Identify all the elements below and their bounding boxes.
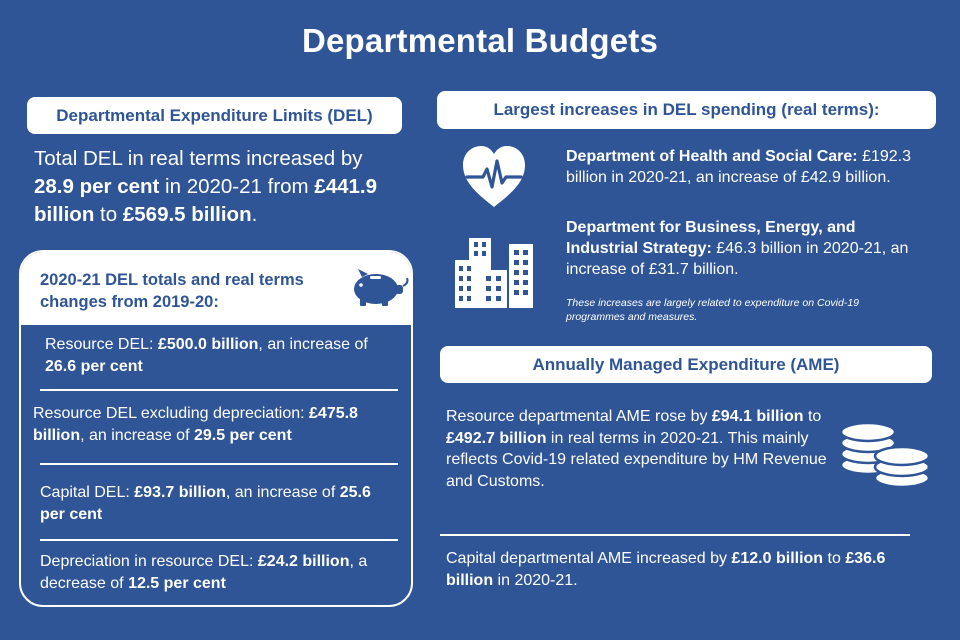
divider bbox=[40, 463, 398, 465]
del-summary: Total DEL in real terms increased by 28.… bbox=[34, 147, 378, 226]
piggy-bank-icon bbox=[354, 269, 409, 306]
divider bbox=[40, 389, 398, 391]
del-totals-heading: 2020-21 DEL totals and real terms change… bbox=[40, 271, 304, 311]
del-totals-panel: 2020-21 DEL totals and real terms change… bbox=[19, 250, 413, 607]
dept-business-energy-industrial: Department for Business, Energy, and Ind… bbox=[566, 219, 909, 278]
dept-health-social-care: Department of Health and Social Care: £1… bbox=[566, 148, 912, 186]
list-item-resource-del-excl-depreciation: Resource DEL excluding depreciation: £47… bbox=[33, 405, 358, 444]
del-heading: Departmental Expenditure Limits (DEL) bbox=[27, 97, 402, 134]
largest-increases-heading: Largest increases in DEL spending (real … bbox=[437, 91, 936, 129]
coins-icon bbox=[839, 421, 931, 489]
list-item-depreciation: Depreciation in resource DEL: £24.2 bill… bbox=[40, 553, 368, 592]
divider bbox=[40, 539, 398, 541]
footnote: These increases are largely related to e… bbox=[566, 297, 860, 323]
buildings-icon bbox=[455, 238, 533, 308]
capital-ame-text: Capital departmental AME increased by £1… bbox=[446, 550, 886, 589]
ame-heading: Annually Managed Expenditure (AME) bbox=[440, 346, 932, 383]
resource-ame-text: Resource departmental AME rose by £94.1 … bbox=[446, 408, 827, 490]
divider bbox=[440, 534, 910, 536]
del-totals-header: 2020-21 DEL totals and real terms change… bbox=[21, 252, 411, 325]
heart-rate-icon bbox=[463, 146, 525, 207]
list-item-resource-del: Resource DEL: £500.0 billion, an increas… bbox=[45, 336, 368, 375]
list-item-capital-del: Capital DEL: £93.7 billion, an increase … bbox=[40, 484, 371, 523]
page-title: Departmental Budgets bbox=[301, 22, 659, 59]
